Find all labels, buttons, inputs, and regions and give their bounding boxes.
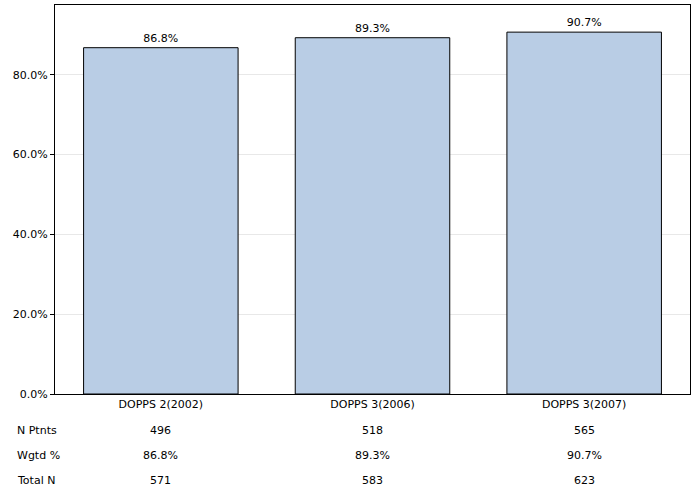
svg-text:Total N: Total N bbox=[17, 474, 55, 487]
svg-text:89.3%: 89.3% bbox=[355, 449, 390, 462]
svg-text:DOPPS 3(2007): DOPPS 3(2007) bbox=[542, 398, 626, 411]
svg-text:623: 623 bbox=[574, 474, 595, 487]
svg-text:571: 571 bbox=[150, 474, 171, 487]
svg-text:90.7%: 90.7% bbox=[567, 16, 602, 29]
svg-text:N Ptnts: N Ptnts bbox=[17, 424, 57, 437]
svg-text:DOPPS 2(2002): DOPPS 2(2002) bbox=[119, 398, 203, 411]
svg-text:DOPPS 3(2006): DOPPS 3(2006) bbox=[330, 398, 414, 411]
svg-text:518: 518 bbox=[362, 424, 383, 437]
svg-text:86.8%: 86.8% bbox=[143, 449, 178, 462]
svg-text:86.8%: 86.8% bbox=[143, 32, 178, 45]
svg-text:80.0%: 80.0% bbox=[13, 69, 48, 82]
svg-text:565: 565 bbox=[574, 424, 595, 437]
svg-text:583: 583 bbox=[362, 474, 383, 487]
svg-text:89.3%: 89.3% bbox=[355, 22, 390, 35]
svg-text:0.0%: 0.0% bbox=[20, 388, 48, 401]
svg-text:90.7%: 90.7% bbox=[567, 449, 602, 462]
svg-text:40.0%: 40.0% bbox=[13, 228, 48, 241]
svg-text:Wgtd %: Wgtd % bbox=[17, 449, 60, 462]
svg-text:20.0%: 20.0% bbox=[13, 308, 48, 321]
svg-text:496: 496 bbox=[150, 424, 171, 437]
svg-text:60.0%: 60.0% bbox=[13, 148, 48, 161]
